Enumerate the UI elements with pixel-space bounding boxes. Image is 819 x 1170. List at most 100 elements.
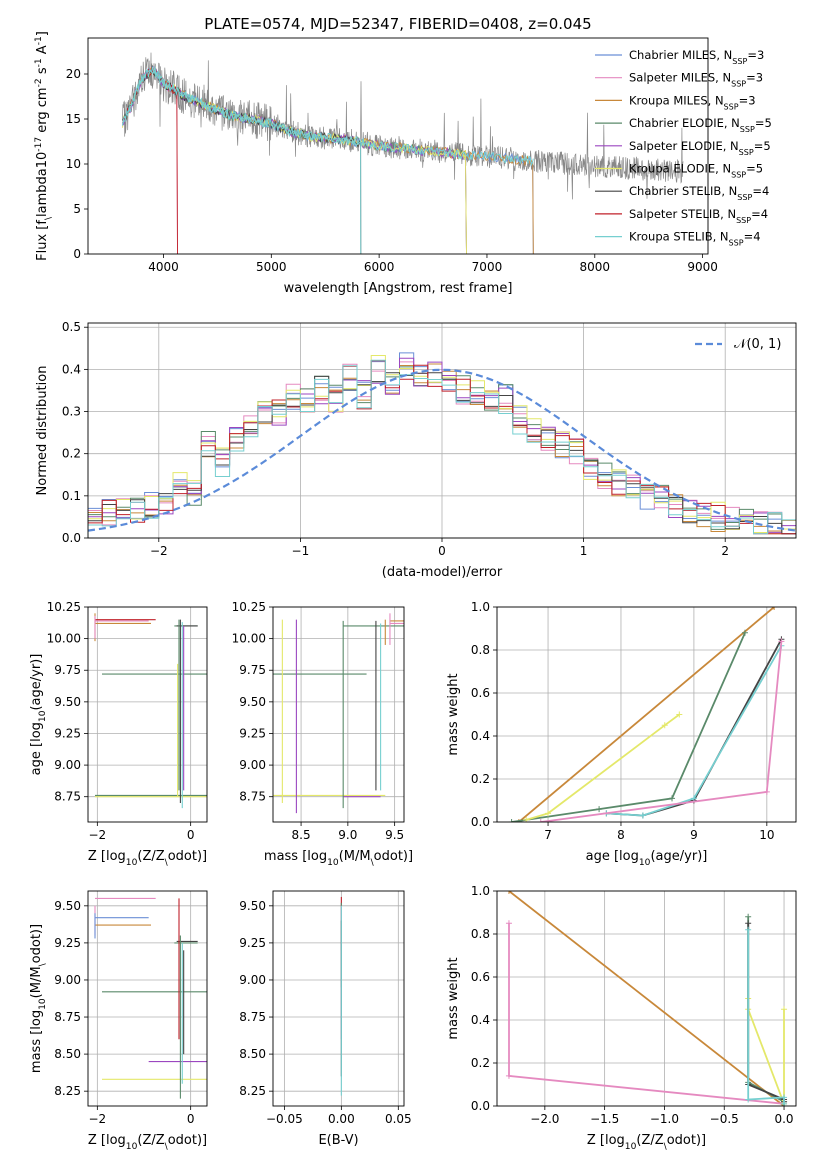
legend-label-2: Kroupa MILES, NSSP=3	[629, 93, 756, 111]
mw_vs_Z-frame	[496, 890, 797, 1107]
chart-title: PLATE=0574, MJD=52347, FIBERID=0408, z=0…	[204, 15, 591, 33]
spectrum-model-line-4	[122, 67, 467, 254]
mw_vs_age-series-2	[525, 713, 680, 821]
mw_vs_age-ytick-label-2: 0.4	[471, 729, 490, 743]
age_vs_Z-plot-area	[94, 613, 207, 809]
age_vs_mass-plot-area	[273, 613, 404, 814]
residuals-ytick-label-4: 0.4	[62, 362, 81, 376]
mw_vs_age-point-1-2	[669, 795, 676, 802]
mw_vs_Z-point-4-0	[745, 920, 752, 927]
age_vs_mass-ytick-label-2: 9.25	[239, 726, 266, 740]
mass_vs_EBV-xtick-label-0: −0.05	[266, 1112, 303, 1126]
mass_vs_Z-panel: −2 0 8.25 8.50 8.75 9.00 9.25 9.50 Z [log10(Z/Z\…	[29, 890, 208, 1152]
spectrum-ytick-label-4: 20	[66, 67, 81, 81]
mass_vs_Z-frame	[87, 890, 208, 1107]
mw_vs_Z-xlabel: Z [log10(Z/Z\odot)]	[587, 1133, 706, 1152]
mass_vs_Z-ytick-label-5: 9.50	[54, 899, 81, 913]
mw_vs_Z-xtick-label-3: −0.5	[710, 1112, 739, 1126]
age_vs_mass-xtick-label-2: 9.5	[385, 828, 404, 842]
residuals-frame	[87, 322, 797, 539]
spectrum-ylabel: Flux [f\lambda10-17 erg cm-2 s-1 A-1]	[34, 31, 54, 261]
mw_vs_Z-panel: −2.0 −1.5 −1.0 −0.5 0.0 0.0 0.2 0.4 0.6 0.8 1.0 Z […	[446, 884, 797, 1152]
spectrum-model-line-top	[122, 66, 534, 167]
legend-label-1: Salpeter MILES, NSSP=3	[629, 71, 763, 89]
mw_vs_age-plot-area	[508, 607, 785, 822]
residual-hist-8	[88, 359, 796, 538]
residuals-ytick-label-3: 0.3	[62, 405, 81, 419]
mw_vs_Z-ytick-label-5: 1.0	[471, 884, 490, 898]
mass_vs_EBV-ytick-label-0: 8.25	[239, 1084, 266, 1098]
mw_vs_Z-ytick-label-4: 0.8	[471, 927, 490, 941]
mw_vs_age-series-4	[606, 645, 783, 817]
mw_vs_Z-ytick-label-3: 0.6	[471, 970, 490, 984]
mw_vs_Z-series-2	[747, 916, 785, 1106]
age_vs_mass-frame	[272, 606, 405, 823]
mw_vs_age-series-0	[518, 607, 775, 822]
mass_vs_EBV-xlabel: E(B-V)	[318, 1133, 358, 1148]
age_vs_Z-ytick-label-5: 10.00	[47, 632, 81, 646]
mw_vs_age-point-1-0	[508, 819, 515, 822]
mw_vs_age-point-4-2	[690, 795, 697, 802]
mass_vs_Z-ytick-label-0: 8.25	[54, 1084, 81, 1098]
age_vs_mass-xtick-label-0: 8.5	[292, 828, 311, 842]
legend-label-8: Kroupa STELIB, NSSP=4	[629, 230, 761, 248]
age_vs_mass-ytick-label-6: 10.25	[232, 600, 266, 614]
mw_vs_age-point-2-1	[545, 810, 552, 817]
mw_vs_age-point-2-2	[661, 722, 668, 729]
mass_vs_EBV-ytick-label-1: 8.50	[239, 1047, 266, 1061]
mw_vs_Z-xtick-label-1: −1.5	[590, 1112, 619, 1126]
mw_vs_Z-series-4	[747, 923, 785, 1102]
mass_vs_EBV-xtick-label-2: 0.05	[385, 1112, 412, 1126]
mass_vs_EBV-xtick-label-1: 0.00	[328, 1112, 355, 1126]
normal-curve	[88, 368, 796, 532]
mw_vs_age-ytick-label-0: 0.0	[471, 815, 490, 829]
spectrum-xtick-label-0: 4000	[148, 260, 179, 274]
mw_vs_Z-series-3	[747, 998, 785, 1105]
mass_vs_Z-xtick-label-0: −2	[88, 1112, 106, 1126]
residuals-ytick-label-2: 0.2	[62, 447, 81, 461]
residuals-xtick-label-2: 0	[438, 544, 446, 558]
spectrum-ytick-label-1: 5	[73, 202, 81, 216]
mass_vs_Z-ylabel: mass [log10(M/M\odot)]	[29, 924, 48, 1073]
age_vs_Z-ytick-label-6: 10.25	[47, 600, 81, 614]
age_vs_Z-ytick-label-3: 9.50	[54, 695, 81, 709]
spectrum-model-line-3	[122, 68, 467, 254]
mass_vs_EBV-panel: −0.05 0.00 0.05 8.25 8.50 8.75 9.00 9.25 9.50 E(B…	[239, 890, 412, 1148]
legend-label-6: Chabrier STELIB, NSSP=4	[629, 184, 769, 202]
mw_vs_Z-point-5-1	[745, 1096, 752, 1103]
mw_vs_age-point-2-3	[676, 711, 683, 718]
spectrum-model-line-6	[122, 65, 362, 254]
mw_vs_Z-xtick-label-2: −1.0	[650, 1112, 679, 1126]
residuals-ytick-label-0: 0.0	[62, 531, 81, 545]
age_vs_Z-ytick-label-4: 9.75	[54, 663, 81, 677]
residuals-xtick-label-3: 1	[580, 544, 588, 558]
legend-label-0: Chabrier MILES, NSSP=3	[629, 48, 764, 66]
mw_vs_Z-ytick-label-2: 0.4	[471, 1013, 490, 1027]
mw_vs_age-point-5-0	[537, 819, 544, 822]
spectrum-xtick-label-1: 5000	[256, 260, 287, 274]
mw_vs_age-ytick-label-4: 0.8	[471, 643, 490, 657]
age_vs_mass-ytick-label-4: 9.75	[239, 663, 266, 677]
mw_vs_age-frame	[496, 606, 797, 823]
age_vs_mass-ytick-label-5: 10.00	[232, 632, 266, 646]
spectrum-model-line-8	[122, 65, 362, 254]
spectrum-plot-area	[122, 52, 684, 254]
spectrum-xtick-label-4: 8000	[580, 260, 611, 274]
mw_vs_age-point-1-3	[741, 629, 748, 636]
residuals-xtick-label-4: 2	[721, 544, 729, 558]
mw_vs_Z-ytick-label-0: 0.0	[471, 1099, 490, 1113]
residuals-ytick-label-5: 0.5	[62, 320, 81, 334]
spectrum-frame	[87, 37, 709, 255]
age_vs_mass-ytick-label-1: 9.00	[239, 758, 266, 772]
age_vs_mass-xlabel: mass [log10(M/M\odot)]	[264, 849, 413, 868]
residuals-xlabel: (data-model)/error	[382, 565, 503, 580]
mass_vs_EBV-ytick-label-5: 9.50	[239, 899, 266, 913]
residuals-xtick-label-1: −1	[292, 544, 310, 558]
mw_vs_Z-point-5-0	[745, 926, 752, 933]
mw_vs_Z-point-3-3	[781, 1006, 788, 1013]
spectrum-data-line	[122, 52, 684, 200]
mw_vs_age-point-1-1	[596, 806, 603, 813]
mw_vs_age-point-5-1	[763, 788, 770, 795]
mw_vs_Z-series-0	[508, 891, 785, 1106]
